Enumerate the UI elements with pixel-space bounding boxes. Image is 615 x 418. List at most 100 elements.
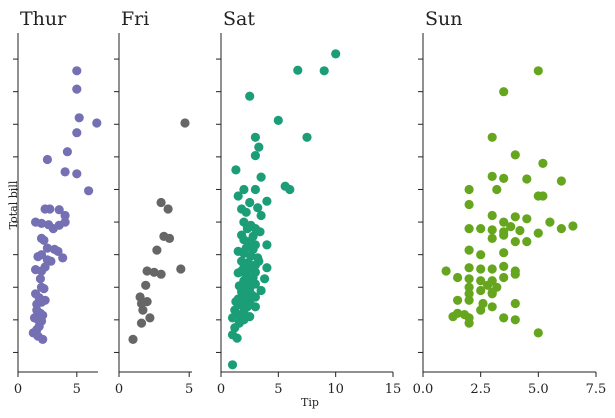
data-point-sun [499, 261, 509, 271]
data-point-fri [156, 269, 166, 279]
data-point-sun [464, 289, 474, 299]
data-point-thur [84, 186, 94, 196]
data-point-fri [145, 313, 155, 323]
data-point-fri [149, 267, 159, 277]
data-point-sun [522, 214, 532, 224]
data-point-thur [34, 321, 44, 331]
data-point-thur [92, 118, 102, 128]
data-point-sun [459, 310, 470, 320]
data-point-sat [227, 313, 238, 323]
panels: Thur 0 5 Fri 0 5 Sat 0 5 10 15 Sun 0.0 2.5 5.0 7.5 [13, 8, 606, 397]
data-point-sun [476, 285, 486, 296]
x-tick-label-fri: 0 [115, 382, 123, 397]
data-point-sun [506, 222, 516, 232]
data-point-sun [487, 233, 497, 243]
data-point-thur [60, 217, 70, 227]
data-point-sat [230, 323, 240, 333]
data-point-fri [128, 334, 138, 344]
data-point-sat [273, 115, 283, 125]
data-point-sat [319, 66, 329, 76]
data-point-sun [499, 248, 509, 258]
data-point-fri [136, 318, 147, 328]
data-point-sat [256, 172, 266, 182]
data-point-sat [250, 151, 260, 161]
data-point-thur [60, 167, 70, 177]
data-point-sun [522, 174, 532, 184]
data-point-thur [72, 66, 82, 76]
data-point-sun [476, 276, 486, 286]
data-point-sun [556, 224, 567, 234]
data-point-sun [499, 227, 509, 237]
x-tick-label-sat: 10 [327, 382, 344, 397]
data-point-sat [302, 132, 312, 142]
data-point-sun [545, 217, 555, 227]
data-point-sun [464, 224, 474, 234]
data-point-sat [248, 231, 258, 241]
data-point-sun [464, 263, 474, 273]
x-tick-label-sat: 15 [385, 382, 402, 397]
panel-title-sat: Sat [223, 8, 255, 30]
data-point-fri [141, 280, 151, 290]
data-point-thur [38, 334, 48, 344]
x-tick-label-sun: 0.0 [413, 382, 434, 397]
data-point-sun [499, 217, 509, 227]
data-point-thur [46, 256, 56, 266]
data-point-sun [487, 225, 497, 235]
x-tick-label-sat: 0 [217, 382, 225, 397]
data-point-sun [568, 221, 578, 231]
data-point-sun [510, 298, 520, 309]
panel-title-thur: Thur [20, 8, 67, 30]
data-point-sun [453, 295, 463, 305]
data-point-fri [138, 305, 148, 315]
data-point-sat [256, 285, 266, 296]
data-point-sat [285, 184, 295, 195]
data-point-sat [241, 207, 251, 217]
data-point-sun [476, 305, 486, 315]
data-point-sun [556, 176, 567, 186]
data-point-sun [515, 225, 525, 236]
x-tick-label-sun: 2.5 [470, 382, 491, 397]
panel-sat: Sat 0 5 10 15 [216, 8, 401, 397]
data-point-sat [262, 263, 272, 273]
data-point-sun [464, 295, 474, 305]
x-axis-label: Tip [301, 396, 319, 409]
data-point-sun [510, 315, 520, 325]
y-axis-label: Total bill [7, 180, 20, 229]
data-point-sun [510, 269, 520, 279]
data-point-sun [510, 212, 520, 222]
data-point-sun [453, 272, 463, 283]
data-point-thur [40, 262, 50, 272]
data-point-thur [39, 284, 49, 294]
data-point-sun [487, 264, 497, 274]
data-point-sun [538, 191, 548, 201]
data-point-sat [260, 274, 270, 284]
data-point-thur [74, 113, 84, 123]
data-point-sat [250, 184, 260, 195]
data-point-thur [36, 218, 47, 228]
data-point-sun [499, 313, 509, 323]
data-point-thur [62, 147, 72, 157]
data-point-sun [510, 237, 520, 247]
data-point-sun [476, 264, 486, 274]
data-point-fri [156, 197, 166, 208]
data-point-sat [255, 227, 265, 237]
panel-thur: Thur 0 5 [13, 8, 102, 397]
data-point-sat [245, 91, 255, 101]
data-point-sat [239, 184, 249, 195]
data-point-thur [60, 210, 70, 221]
data-point-fri [180, 118, 190, 128]
panel-sun: Sun 0.0 2.5 5.0 7.5 [413, 8, 607, 397]
data-point-sat [262, 240, 272, 250]
data-point-sun [533, 66, 543, 76]
data-point-fri [163, 204, 173, 214]
data-point-sun [441, 266, 451, 276]
data-point-sat [245, 312, 255, 322]
data-point-fri [152, 245, 162, 255]
data-point-thur [33, 252, 43, 262]
data-point-sat [242, 224, 252, 234]
data-point-sat [231, 297, 241, 307]
x-tick-label-thur: 0 [14, 382, 22, 397]
data-point-sun [487, 171, 497, 181]
data-point-fri [176, 264, 186, 274]
